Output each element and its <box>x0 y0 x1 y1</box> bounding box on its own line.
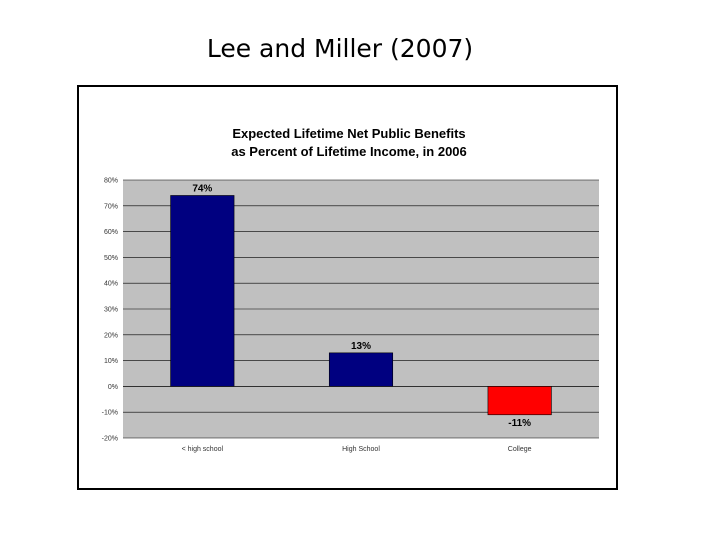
x-category-label: College <box>508 446 532 453</box>
chart-frame: Expected Lifetime Net Public Benefits as… <box>77 85 618 490</box>
chart-title: Expected Lifetime Net Public Benefits <box>232 126 465 141</box>
y-tick-label: 70% <box>104 203 118 210</box>
y-tick-label: 80% <box>104 178 118 185</box>
data-label: 13% <box>351 341 371 352</box>
y-tick-label: 50% <box>104 255 118 262</box>
y-axis: 80% 70% 60% 50% 40% 30% 20% 10% 0% -10% -20% <box>102 178 118 443</box>
slide-title: Lee and Miller (2007) <box>206 34 474 63</box>
bar-chart: Expected Lifetime Net Public Benefits as… <box>102 126 599 453</box>
chart-subtitle: as Percent of Lifetime Income, in 2006 <box>231 144 467 159</box>
y-tick-label: 20% <box>104 332 118 339</box>
data-label: -11% <box>508 418 531 429</box>
bar-series: 74% 13% -11% <box>170 183 552 429</box>
bar <box>328 352 394 387</box>
x-axis: < high school High School College <box>182 446 532 453</box>
y-tick-label: -10% <box>102 410 118 417</box>
y-tick-label: 40% <box>104 281 118 288</box>
y-tick-label: 10% <box>104 358 118 365</box>
bar <box>170 195 235 387</box>
y-tick-label: 60% <box>104 229 118 236</box>
x-category-label: High School <box>342 446 380 453</box>
y-tick-label: -20% <box>102 436 118 443</box>
y-tick-label: 30% <box>104 307 118 314</box>
x-category-label: < high school <box>182 446 224 453</box>
data-label: 74% <box>192 183 212 194</box>
y-tick-label: 0% <box>108 384 118 391</box>
bar <box>487 386 552 416</box>
